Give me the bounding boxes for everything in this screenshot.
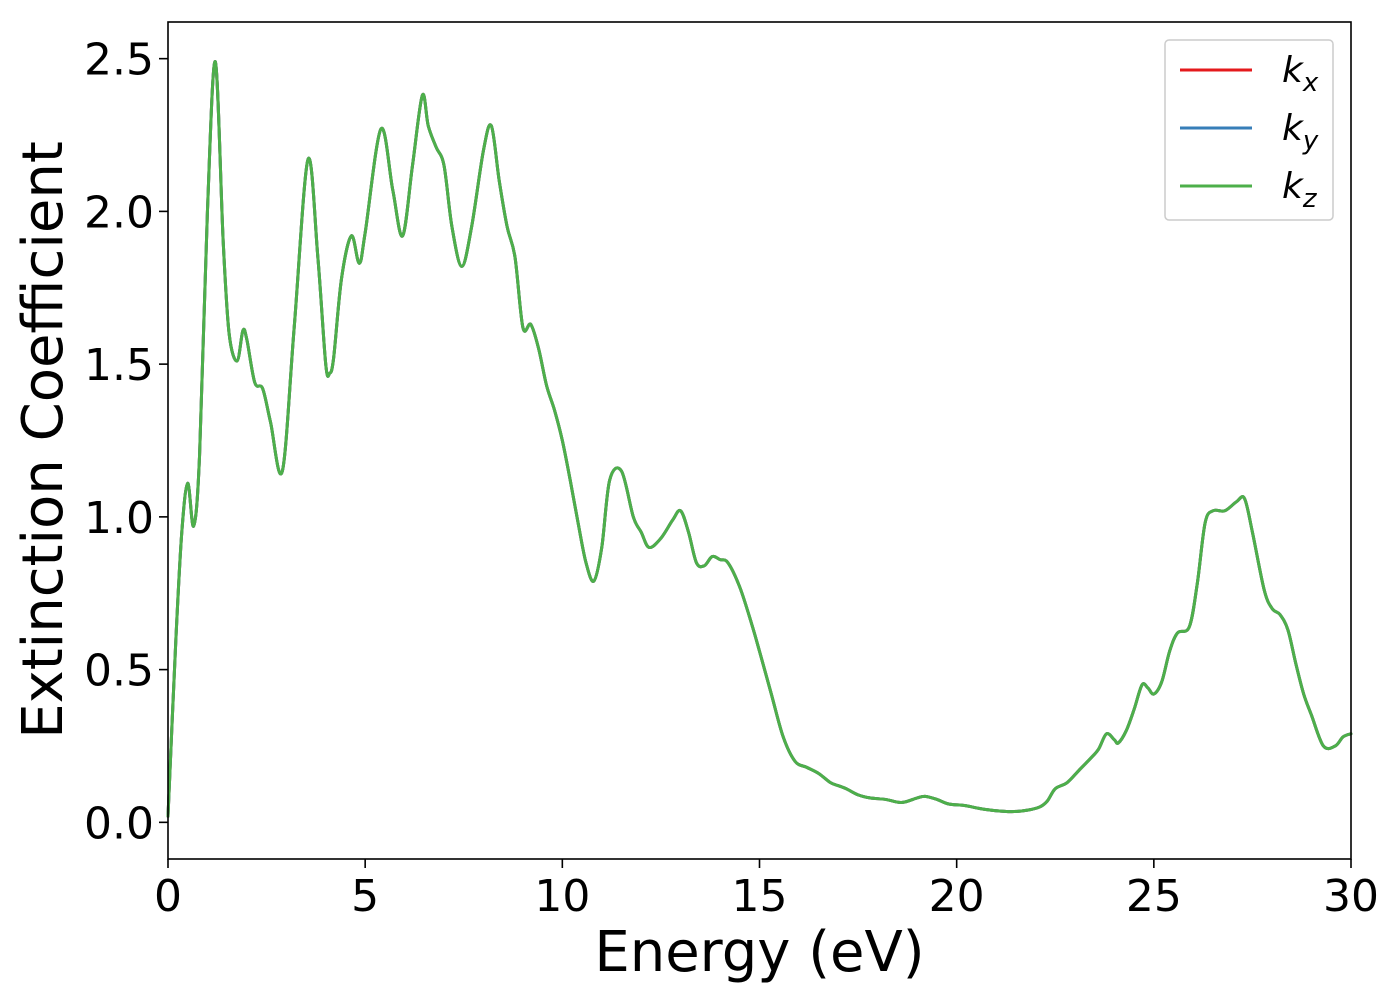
x-axis-label: Energy (eV) [594, 920, 924, 985]
y-tick-label: 1.0 [84, 493, 154, 544]
x-axis: 0 5 10 15 20 25 30 [154, 859, 1379, 922]
x-tick-label: 20 [929, 871, 985, 922]
series-layer [166, 60, 1353, 818]
x-tick-label: 30 [1323, 871, 1379, 922]
y-tick-label: 0.0 [84, 798, 154, 849]
legend-box [1164, 39, 1334, 221]
legend-label-k-x: kx [1282, 50, 1319, 98]
x-tick-label: 0 [154, 871, 182, 922]
x-tick-label: 5 [351, 871, 379, 922]
legend-label-k-y: ky [1282, 108, 1319, 156]
y-tick-label: 2.0 [84, 187, 154, 238]
legend: kx ky kz [1164, 39, 1334, 221]
y-tick-label: 1.5 [84, 340, 154, 391]
legend-items: kx ky kz [1180, 50, 1319, 214]
series-line-k-z [166, 60, 1353, 818]
x-tick-label: 25 [1126, 871, 1182, 922]
y-axis: 0.0 0.5 1.0 1.5 2.0 2.5 [84, 35, 168, 849]
y-tick-label: 2.5 [84, 35, 154, 86]
y-tick-label: 0.5 [84, 646, 154, 697]
legend-label-k-z: kz [1282, 166, 1318, 214]
x-tick-label: 10 [534, 871, 590, 922]
x-tick-label: 15 [732, 871, 788, 922]
y-axis-label: Extinction Coefficient [11, 141, 76, 739]
plot-background [168, 22, 1351, 859]
